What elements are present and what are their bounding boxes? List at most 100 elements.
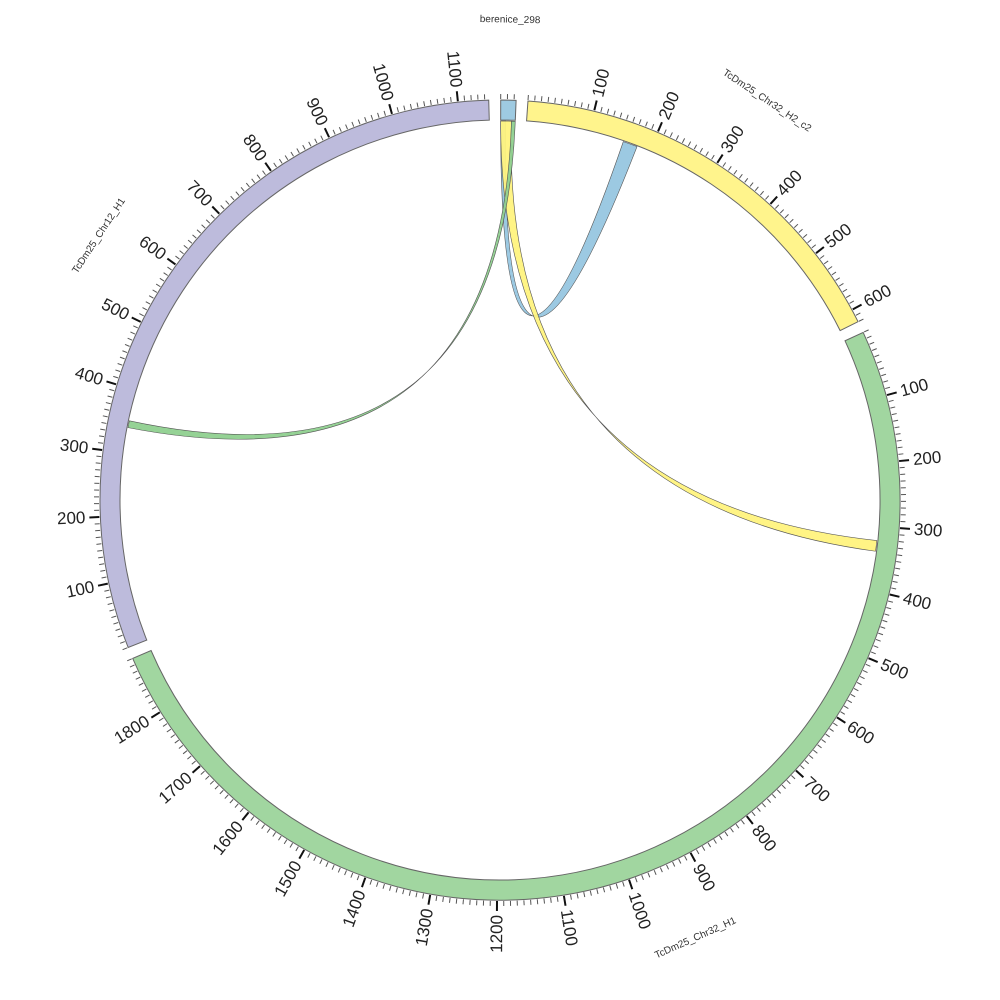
sector-arc[interactable] — [99, 99, 490, 649]
minor-tick — [135, 676, 141, 680]
minor-tick — [145, 301, 151, 305]
minor-tick — [687, 141, 692, 147]
major-tick — [427, 894, 432, 905]
minor-tick — [98, 442, 104, 444]
minor-tick — [681, 138, 686, 144]
major-tick — [131, 316, 142, 323]
sector-arc[interactable] — [132, 331, 901, 901]
minor-tick — [672, 861, 676, 867]
tick-label: 1500 — [271, 858, 306, 900]
minor-tick — [239, 807, 244, 813]
minor-tick — [224, 794, 229, 799]
minor-tick — [174, 739, 180, 744]
minor-tick — [314, 138, 318, 144]
minor-tick — [845, 294, 851, 299]
major-tick — [388, 103, 393, 115]
minor-tick — [139, 313, 144, 317]
minor-tick — [245, 182, 250, 188]
minor-tick — [827, 266, 833, 270]
minor-tick — [187, 755, 192, 760]
minor-tick — [415, 892, 418, 898]
minor-tick — [699, 147, 703, 153]
minor-tick — [115, 628, 121, 631]
minor-tick — [550, 897, 552, 903]
minor-tick — [862, 669, 868, 673]
minor-tick — [127, 337, 133, 341]
minor-tick — [117, 363, 123, 366]
minor-tick — [283, 839, 288, 845]
minor-tick — [771, 794, 777, 799]
minor-tick — [119, 641, 125, 644]
minor-tick — [295, 846, 299, 852]
minor-tick — [898, 541, 904, 543]
minor-tick — [825, 733, 830, 738]
minor-tick — [784, 214, 789, 219]
minor-tick — [878, 632, 884, 636]
minor-tick — [100, 569, 106, 572]
minor-tick — [613, 110, 616, 116]
major-tick — [593, 100, 598, 111]
sector-arc[interactable] — [500, 99, 517, 121]
minor-tick — [332, 129, 336, 135]
minor-tick — [804, 760, 810, 765]
minor-tick — [609, 885, 612, 891]
minor-tick — [869, 341, 875, 345]
minor-tick — [320, 135, 324, 141]
major-tick — [836, 716, 846, 724]
minor-tick — [793, 223, 799, 228]
minor-tick — [255, 820, 260, 825]
minor-tick — [756, 807, 761, 812]
sector-name-label: berenice_298 — [480, 14, 541, 26]
minor-tick — [823, 260, 829, 265]
minor-tick — [383, 110, 386, 116]
minor-tick — [893, 419, 899, 422]
minor-tick — [416, 102, 419, 108]
minor-tick — [567, 99, 570, 105]
minor-tick — [724, 831, 729, 837]
minor-tick — [144, 694, 150, 698]
minor-tick — [761, 802, 766, 808]
tick-label: 800 — [239, 131, 271, 165]
minor-tick — [866, 335, 872, 339]
minor-tick — [234, 803, 239, 808]
major-tick — [815, 246, 825, 254]
minor-tick — [894, 426, 900, 429]
minor-tick — [272, 832, 277, 837]
minor-tick — [337, 867, 341, 873]
minor-tick — [455, 898, 458, 904]
minor-tick — [382, 883, 385, 889]
minor-tick — [800, 765, 805, 770]
link-berenice_298-TcDm25_Chr12_H1 — [127, 120, 516, 440]
major-tick — [241, 811, 250, 821]
minor-tick — [675, 135, 679, 141]
minor-tick — [409, 103, 412, 110]
tick-label: 400 — [773, 166, 806, 200]
minor-tick — [556, 896, 559, 902]
minor-tick — [895, 567, 901, 570]
minor-tick — [200, 770, 205, 775]
sector-arc[interactable] — [526, 100, 859, 332]
minor-tick — [389, 885, 392, 891]
tick-label: 600 — [861, 281, 895, 311]
minor-tick — [152, 289, 158, 293]
tick-label: 1200 — [487, 915, 506, 953]
tick-label: 200 — [912, 447, 942, 469]
minor-tick — [443, 97, 446, 103]
minor-tick — [307, 852, 311, 858]
minor-tick — [819, 255, 825, 259]
minor-tick — [105, 402, 111, 405]
minor-tick — [261, 824, 265, 829]
minor-tick — [170, 734, 176, 738]
tick-label: 300 — [717, 122, 748, 156]
minor-tick — [278, 835, 282, 841]
tick-label: 1600 — [209, 817, 248, 858]
minor-tick — [151, 706, 157, 710]
minor-tick — [831, 271, 837, 276]
minor-tick — [765, 195, 770, 200]
minor-tick — [133, 325, 139, 329]
minor-tick — [119, 356, 125, 360]
sectors-layer: berenice_298100200300400500600TcDm25_Chr… — [57, 14, 943, 961]
minor-tick — [313, 856, 317, 861]
